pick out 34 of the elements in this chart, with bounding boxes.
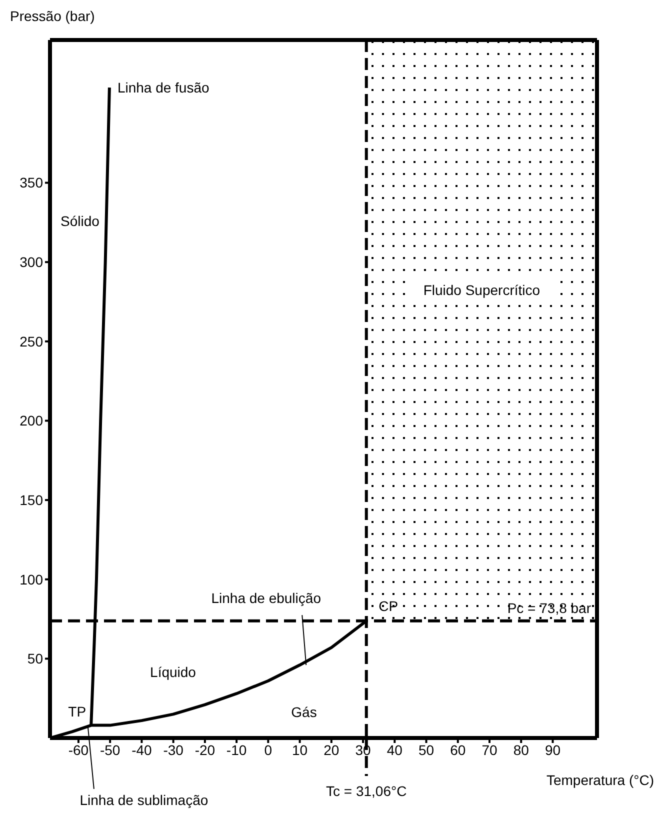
annotation: TP — [68, 703, 86, 720]
y-tick-label: 350 — [20, 174, 44, 191]
annotation: Linha de fusão — [117, 80, 210, 96]
y-axis-title: Pressão (bar) — [10, 8, 95, 24]
band-label: Fluido Supercrítico — [423, 282, 540, 298]
y-tick-label: 50 — [27, 650, 44, 667]
x-tick-label: 60 — [450, 742, 466, 758]
x-tick-label: 80 — [513, 742, 530, 758]
annotation: CP — [378, 598, 398, 614]
x-tick-label: 40 — [386, 742, 403, 758]
x-tick-label: -40 — [132, 742, 152, 758]
y-tick-label: 250 — [20, 333, 44, 350]
annotation: Sólido — [60, 213, 100, 229]
annotation: Linha de ebulição — [211, 590, 322, 606]
x-tick-label: 90 — [544, 742, 561, 758]
x-tick-label: -30 — [163, 742, 184, 758]
y-tick-label: 200 — [20, 412, 44, 429]
x-tick-label: -20 — [194, 742, 216, 758]
x-tick-label: 50 — [418, 742, 434, 758]
annotation: Linha de sublimação — [80, 792, 208, 808]
x-tick-label: 10 — [292, 742, 308, 758]
x-tick-label: 70 — [482, 742, 498, 758]
x-tick-label: -10 — [226, 742, 247, 758]
x-tick-label: -50 — [100, 742, 120, 758]
y-tick-label: 100 — [20, 571, 44, 588]
annotation: Gás — [291, 704, 317, 720]
x-tick-label: 0 — [264, 742, 272, 758]
x-tick-label: -60 — [68, 742, 89, 758]
y-tick-label: 150 — [20, 492, 44, 508]
annotation: Líquido — [150, 664, 196, 680]
ref-line-label: Tc = 31,06°C — [326, 783, 407, 799]
x-tick-label: 20 — [324, 742, 340, 758]
x-axis-title: Temperatura (°C) — [546, 772, 654, 788]
y-tick-label: 300 — [20, 254, 44, 270]
